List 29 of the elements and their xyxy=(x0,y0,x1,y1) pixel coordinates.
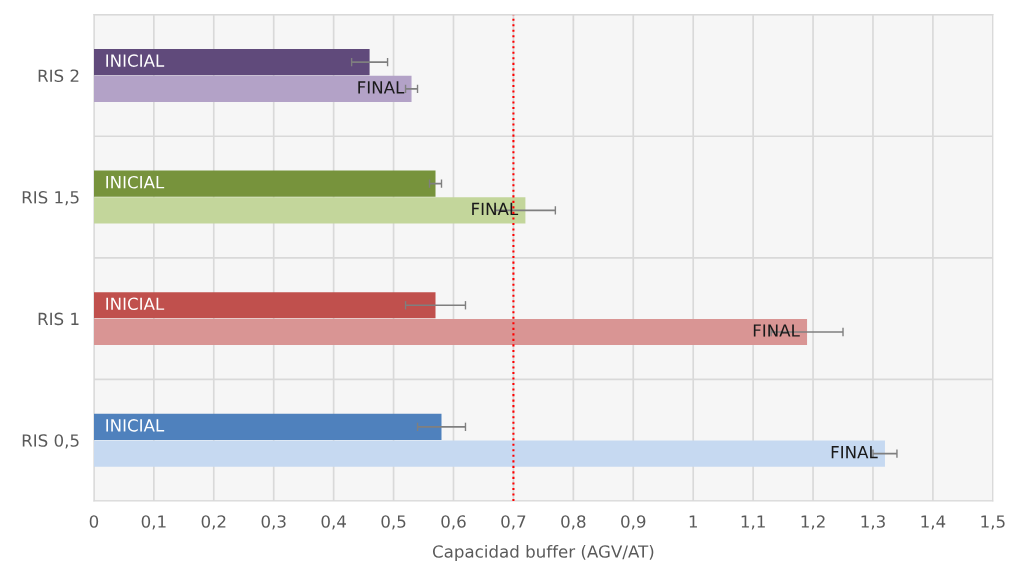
x-tick-label: 0,1 xyxy=(141,515,166,530)
x-tick-label: 0,4 xyxy=(321,515,346,530)
x-tick-label: 0,2 xyxy=(201,515,226,530)
x-tick-label: 1,1 xyxy=(741,515,765,530)
text: INICIAL xyxy=(106,297,165,311)
x-tick-label: 0,6 xyxy=(441,515,466,530)
y-tick-label: RIS 1,5 xyxy=(22,191,79,206)
x-tick-label: 0,9 xyxy=(621,515,646,530)
x-tick-label: 1,2 xyxy=(801,515,825,530)
x-tick-label: 0,3 xyxy=(261,515,286,530)
x-tick-label: 1 xyxy=(689,515,697,528)
x-tick-label: 0,7 xyxy=(501,515,526,530)
y-tick-label: RIS 1 xyxy=(38,312,79,326)
x-tick-label: 1,3 xyxy=(861,515,885,530)
y-tick-label: RIS 0,5 xyxy=(22,434,79,449)
x-tick-label: 0,5 xyxy=(381,515,406,530)
x-tick-label: 1,5 xyxy=(981,515,1005,530)
series-label: INICIAL xyxy=(106,419,165,432)
text: FINAL xyxy=(831,446,878,459)
x-tick-label: 1,4 xyxy=(921,515,946,530)
series-label: FINAL xyxy=(358,81,405,94)
text: INICIAL xyxy=(106,54,165,67)
text: FINAL xyxy=(753,324,800,337)
x-axis-title: Capacidad buffer (AGV/AT) xyxy=(432,544,654,562)
text: FINAL xyxy=(472,202,519,216)
x-tick-label: 0,8 xyxy=(561,515,586,530)
text: INICIAL xyxy=(106,175,165,189)
y-tick-label: RIS 2 xyxy=(38,69,79,83)
x-tick-label: 0 xyxy=(89,515,99,528)
